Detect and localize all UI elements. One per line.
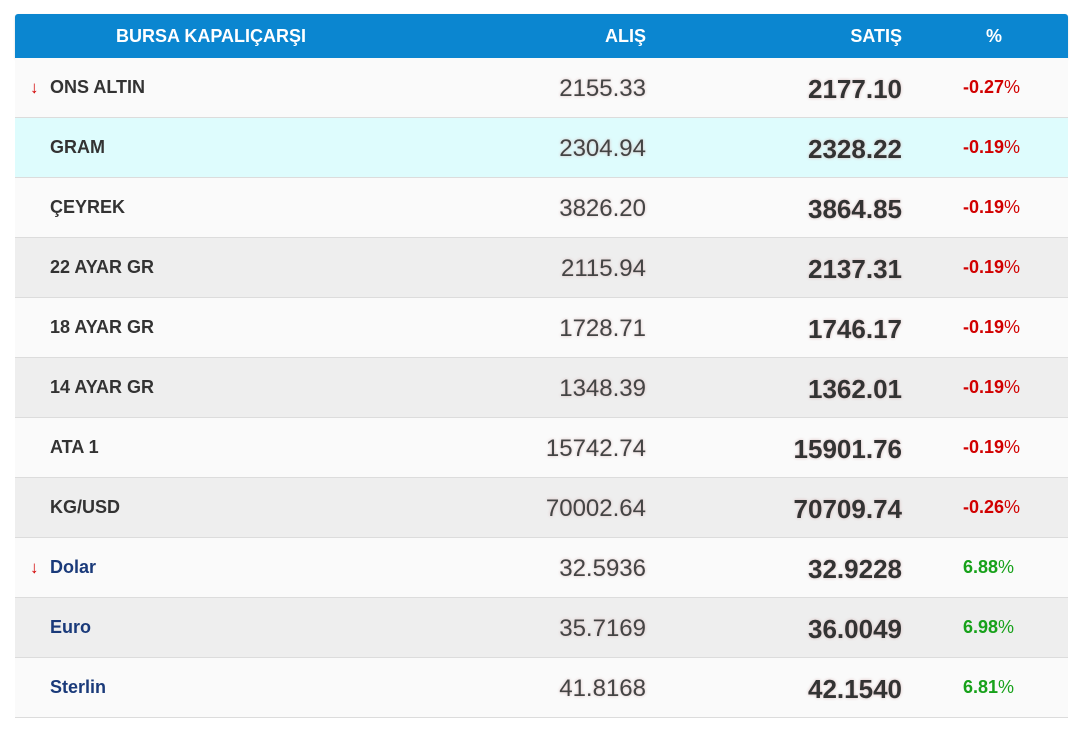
table-row[interactable]: 18 AYAR GR 1728.71 1746.17 -0.19% (15, 298, 1068, 358)
percent-sign: % (1004, 437, 1021, 457)
alis-value: 2115.94 (561, 255, 646, 282)
percent-sign: % (1004, 137, 1021, 157)
change-percent: -0.26% (963, 497, 1020, 518)
alis-value: 2304.94 (559, 135, 646, 162)
row-name[interactable]: 14 AYAR GR (50, 377, 155, 397)
change-percent: -0.19% (963, 197, 1020, 218)
alis-value: 32.5936 (559, 555, 646, 582)
alis-value: 35.7169 (559, 615, 646, 642)
change-percent: -0.19% (963, 137, 1020, 158)
row-name[interactable]: ATA 1 (50, 437, 99, 457)
table-row[interactable]: KG/USD 70002.64 70709.74 -0.26% (15, 478, 1068, 538)
satis-value: 36.0049 (808, 614, 902, 644)
change-percent-value: -0.19 (963, 197, 1005, 217)
percent-sign: % (1004, 497, 1021, 517)
percent-sign: % (998, 677, 1015, 697)
price-table: BURSA KAPALIÇARŞI ALIŞ SATIŞ % ↓ ONS ALTI… (15, 14, 1068, 718)
change-percent: -0.19% (963, 257, 1020, 278)
row-name[interactable]: ÇEYREK (50, 197, 126, 217)
change-percent-value: -0.27 (963, 77, 1005, 97)
alis-value: 41.8168 (559, 675, 646, 702)
table-row[interactable]: ↓ ONS ALTIN 2155.33 2177.10 -0.27% (15, 58, 1068, 118)
table-row[interactable]: ÇEYREK 3826.20 3864.85 -0.19% (15, 178, 1068, 238)
table-row[interactable]: 14 AYAR GR 1348.39 1362.01 -0.19% (15, 358, 1068, 418)
row-name[interactable]: 18 AYAR GR (50, 317, 155, 337)
percent-sign: % (1004, 197, 1021, 217)
alis-value: 1348.39 (559, 375, 646, 402)
alis-value: 15742.74 (545, 435, 646, 462)
change-percent-value: 6.88 (963, 557, 999, 577)
table-row[interactable]: ↓ Dolar 32.5936 32.9228 6.88% (15, 538, 1068, 598)
satis-value: 3864.85 (808, 194, 902, 224)
percent-sign: % (998, 617, 1015, 637)
change-percent-value: -0.19 (963, 377, 1005, 397)
satis-value: 70709.74 (793, 494, 902, 524)
down-arrow-icon: ↓ (30, 78, 39, 97)
percent-sign: % (1004, 257, 1021, 277)
table-row[interactable]: Sterlin 41.8168 42.1540 6.81% (15, 658, 1068, 718)
change-percent-value: -0.19 (963, 437, 1005, 457)
change-percent-value: 6.81 (963, 677, 999, 697)
alis-value: 2155.33 (559, 75, 646, 102)
change-percent: -0.19% (963, 317, 1020, 338)
row-name[interactable]: KG/USD (50, 497, 121, 517)
change-percent: 6.88% (963, 557, 1014, 578)
table-row[interactable]: ATA 1 15742.74 15901.76 -0.19% (15, 418, 1068, 478)
row-name[interactable]: Euro (50, 617, 92, 637)
change-percent-value: -0.19 (963, 317, 1005, 337)
row-name[interactable]: Dolar (50, 557, 97, 577)
change-percent-value: 6.98 (963, 617, 999, 637)
change-percent-value: -0.19 (963, 137, 1005, 157)
table-body: ↓ ONS ALTIN 2155.33 2177.10 -0.27% GRAM 2304.9… (15, 58, 1068, 718)
row-name[interactable]: GRAM (50, 137, 105, 157)
alis-value: 3826.20 (559, 195, 646, 222)
change-percent: -0.27% (963, 77, 1020, 98)
table-row[interactable]: Euro 35.7169 36.0049 6.98% (15, 598, 1068, 658)
header-alis: ALIŞ (604, 25, 646, 46)
percent-sign: % (1004, 77, 1021, 97)
change-percent: -0.19% (963, 377, 1020, 398)
satis-value: 1362.01 (808, 374, 902, 404)
satis-value: 15901.76 (793, 434, 902, 464)
change-percent-value: -0.19 (963, 257, 1005, 277)
down-arrow-icon: ↓ (30, 558, 39, 577)
change-percent: 6.98% (963, 617, 1014, 638)
row-name[interactable]: Sterlin (50, 677, 107, 697)
alis-value: 70002.64 (545, 495, 646, 522)
row-name[interactable]: ONS ALTIN (50, 77, 145, 97)
percent-sign: % (1004, 317, 1021, 337)
change-percent: 6.81% (963, 677, 1014, 698)
header-name: BURSA KAPALIÇARŞI (116, 25, 307, 46)
header-satis: SATIŞ (850, 25, 902, 46)
alis-value: 1728.71 (559, 315, 646, 342)
percent-sign: % (998, 557, 1015, 577)
satis-value: 2177.10 (808, 74, 902, 104)
header-percent: % (985, 25, 1002, 46)
row-name[interactable]: 22 AYAR GR (50, 257, 155, 277)
satis-value: 42.1540 (808, 674, 902, 704)
satis-value: 32.9228 (808, 554, 902, 584)
table-row[interactable]: 22 AYAR GR 2115.94 2137.31 -0.19% (15, 238, 1068, 298)
table-header: BURSA KAPALIÇARŞI ALIŞ SATIŞ % (15, 14, 1068, 58)
satis-value: 2328.22 (808, 134, 902, 164)
satis-value: 1746.17 (808, 314, 902, 344)
change-percent: -0.19% (963, 437, 1020, 458)
percent-sign: % (1004, 377, 1021, 397)
satis-value: 2137.31 (808, 254, 902, 284)
table-row[interactable]: GRAM 2304.94 2328.22 -0.19% (15, 118, 1068, 178)
change-percent-value: -0.26 (963, 497, 1005, 517)
